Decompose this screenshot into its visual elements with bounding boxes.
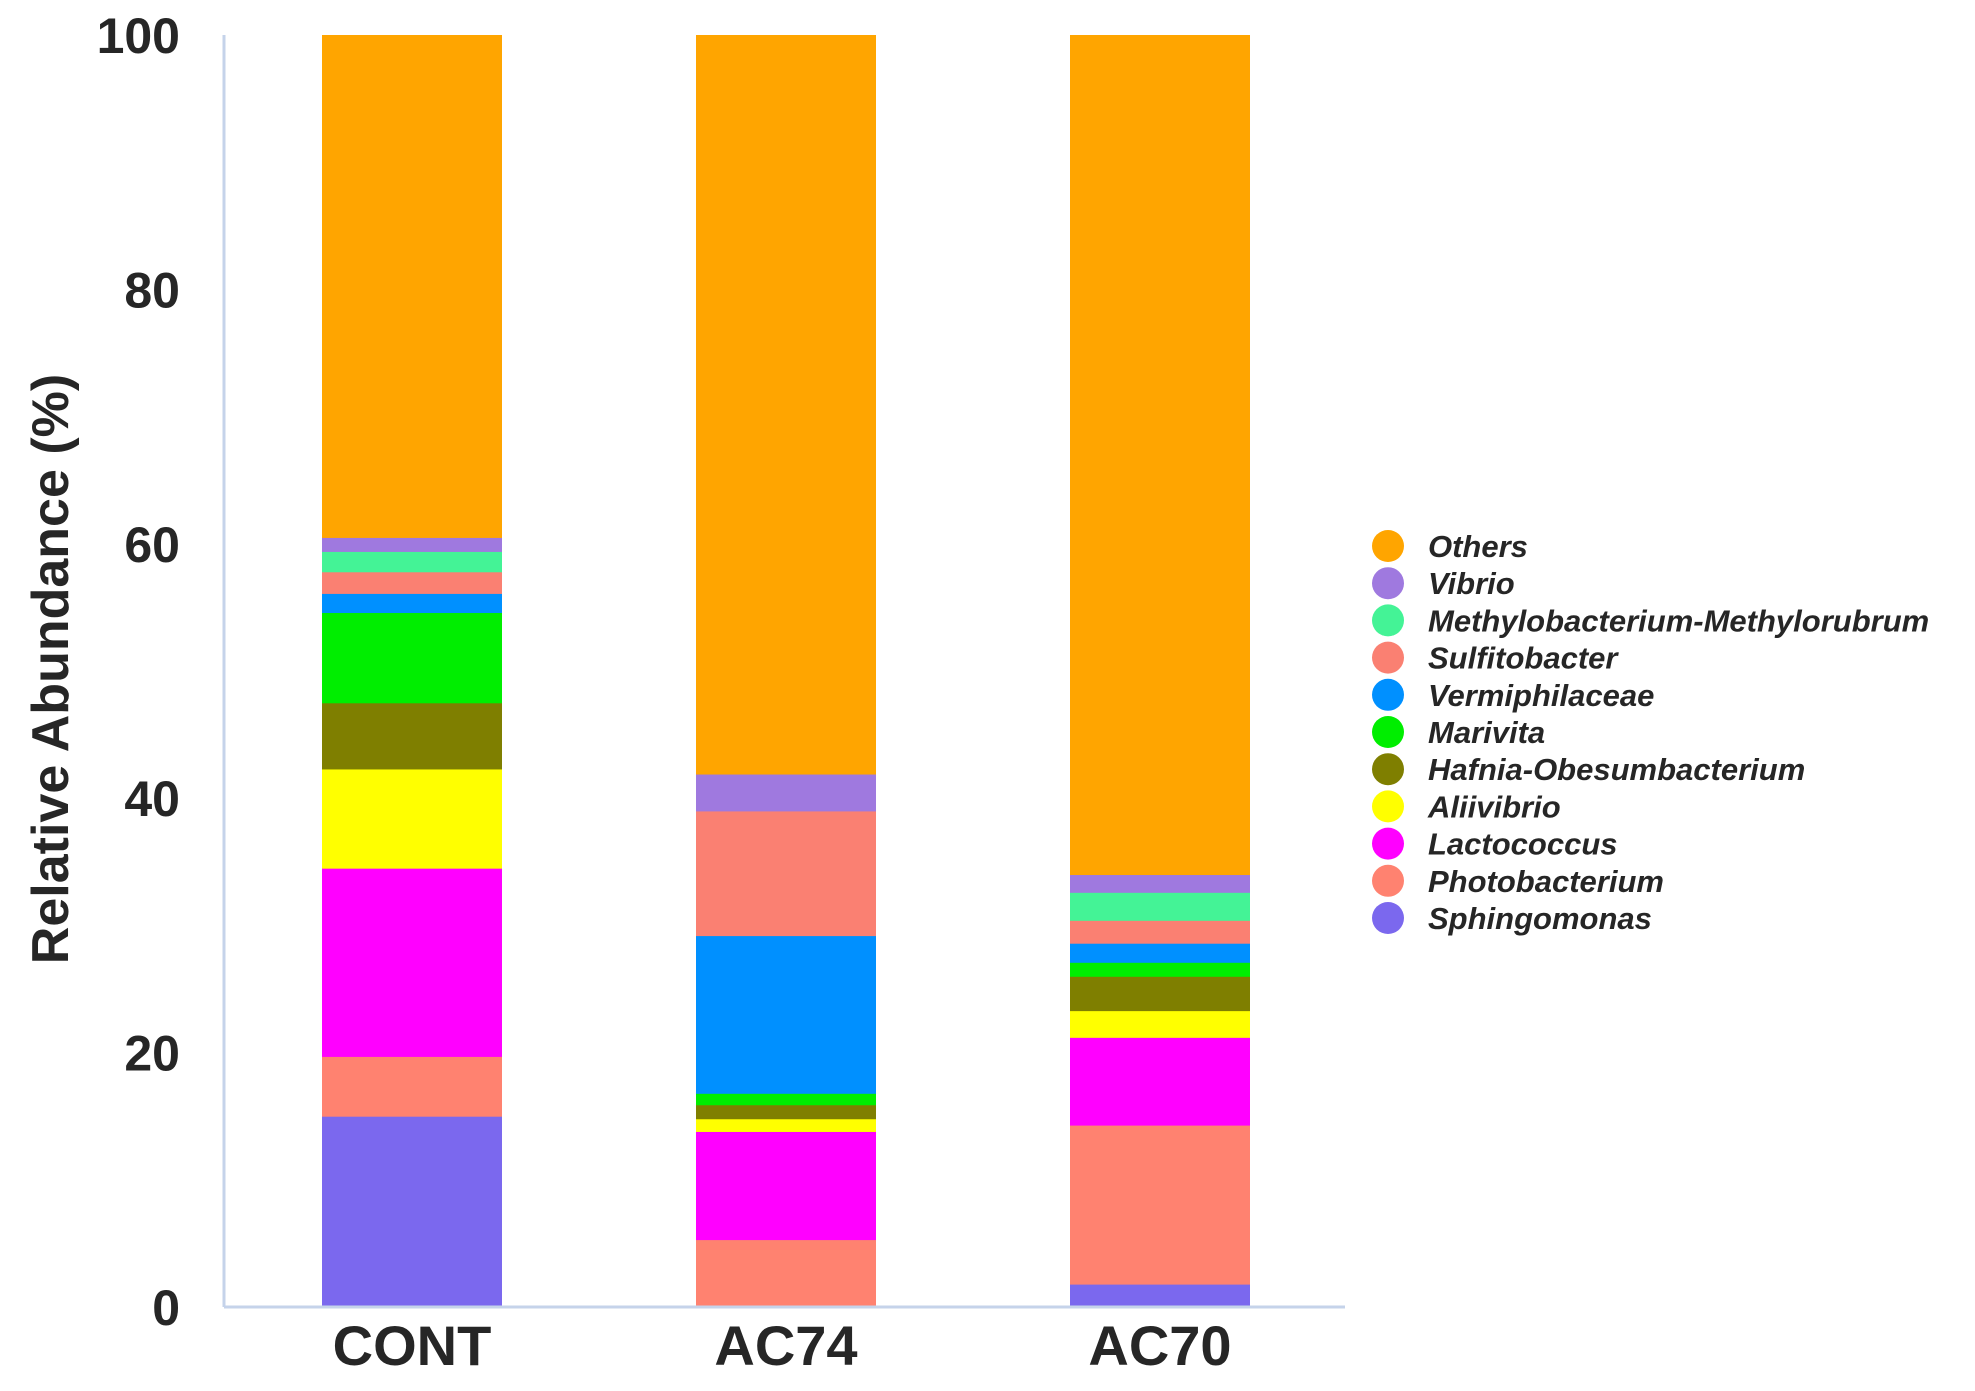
bar-segment-ac74-aliivibrio <box>696 1118 876 1132</box>
bar-segment-cont-marivita <box>322 612 502 704</box>
bar-segment-ac74-lactococcus <box>696 1131 876 1241</box>
legend-swatch-others <box>1372 530 1404 562</box>
legend-item-photobacterium: Photobacterium <box>1372 864 1664 899</box>
legend-item-hafnia-obesumbacterium: Hafnia-Obesumbacterium <box>1372 752 1805 787</box>
bar-segment-ac70-photobacterium <box>1070 1125 1250 1285</box>
y-axis-title: Relative Abundance (%) <box>22 374 80 964</box>
legend-item-methylobacterium-methylorubrum: Methylobacterium-Methylorubrum <box>1372 603 1929 638</box>
legend-item-vibrio: Vibrio <box>1372 566 1515 601</box>
x-category-label-ac74: AC74 <box>714 1314 857 1377</box>
legend-swatch-vibrio <box>1372 567 1404 600</box>
bar-segment-ac74-photobacterium <box>696 1239 876 1308</box>
bar-segment-ac74-vermiphilaceae <box>696 935 876 1094</box>
legend-label-lactococcus: Lactococcus <box>1428 827 1618 862</box>
bar-segment-cont-sulfitobacter <box>322 571 502 594</box>
legend-swatch-lactococcus <box>1372 827 1404 860</box>
bar-stack-cont <box>322 35 502 1308</box>
bar-stack-ac74 <box>696 35 876 1308</box>
bar-segment-ac70-sulfitobacter <box>1070 920 1250 944</box>
legend-item-lactococcus: Lactococcus <box>1372 827 1618 862</box>
legend-swatch-sphingomonas <box>1372 902 1404 934</box>
bar-segment-ac74-others <box>696 35 876 775</box>
bar-segment-ac70-aliivibrio <box>1070 1010 1250 1038</box>
axes-layer <box>222 35 1345 1309</box>
y-tick-label-60: 60 <box>124 517 180 573</box>
bar-segment-ac74-sulfitobacter <box>696 810 876 937</box>
x-category-label-ac70: AC70 <box>1088 1314 1231 1377</box>
bar-segment-ac70-hafnia-obesumbacterium <box>1070 976 1250 1012</box>
legend-label-sulfitobacter: Sulfitobacter <box>1428 641 1619 676</box>
legend-item-vermiphilaceae: Vermiphilaceae <box>1372 678 1654 713</box>
x-category-labels: CONT AC74 AC70 <box>333 1314 1232 1377</box>
legend-swatch-photobacterium <box>1372 864 1404 897</box>
bar-segment-ac74-vibrio <box>696 774 876 812</box>
bar-segment-ac70-vermiphilaceae <box>1070 943 1250 963</box>
legend-item-sulfitobacter: Sulfitobacter <box>1372 641 1619 676</box>
legend-swatch-marivita <box>1372 716 1404 748</box>
bar-segment-ac74-hafnia-obesumbacterium <box>696 1104 876 1120</box>
bar-segment-cont-photobacterium <box>322 1056 502 1117</box>
legend-swatch-vermiphilaceae <box>1372 678 1404 711</box>
legend-label-aliivibrio: Aliivibrio <box>1427 789 1561 824</box>
y-tick-label-20: 20 <box>124 1026 180 1082</box>
y-tick-labels: 0 20 40 60 80 100 <box>97 8 180 1336</box>
legend-swatch-aliivibrio <box>1372 790 1404 823</box>
bar-segment-cont-methylobacterium-methylorubrum <box>322 551 502 573</box>
bar-segment-ac70-sphingomonas <box>1070 1284 1250 1308</box>
bar-segment-cont-vermiphilaceae <box>322 593 502 613</box>
legend-swatch-hafnia-obesumbacterium <box>1372 753 1404 786</box>
legend: OthersVibrioMethylobacterium-Methylorubr… <box>1372 529 1929 936</box>
legend-label-marivita: Marivita <box>1428 715 1545 750</box>
y-tick-label-40: 40 <box>124 771 180 827</box>
legend-item-aliivibrio: Aliivibrio <box>1372 789 1561 824</box>
y-tick-label-100: 100 <box>97 8 180 64</box>
bar-segment-cont-vibrio <box>322 537 502 552</box>
legend-label-sphingomonas: Sphingomonas <box>1428 901 1652 936</box>
legend-item-others: Others <box>1372 529 1528 564</box>
y-tick-label-0: 0 <box>152 1280 180 1336</box>
bar-segment-ac70-marivita <box>1070 962 1250 977</box>
legend-item-marivita: Marivita <box>1372 715 1545 750</box>
y-tick-label-80: 80 <box>124 262 180 318</box>
x-category-label-cont: CONT <box>333 1314 492 1377</box>
legend-swatch-sulfitobacter <box>1372 641 1404 674</box>
legend-label-vermiphilaceae: Vermiphilaceae <box>1428 678 1654 713</box>
bar-segment-cont-hafnia-obesumbacterium <box>322 702 502 770</box>
legend-swatch-methylobacterium-methylorubrum <box>1372 604 1404 637</box>
bar-segment-ac70-others <box>1070 35 1250 876</box>
bars-layer <box>322 35 1250 1308</box>
bar-segment-cont-others <box>322 35 502 538</box>
bar-segment-cont-aliivibrio <box>322 768 502 869</box>
legend-item-sphingomonas: Sphingomonas <box>1372 901 1652 936</box>
legend-label-others: Others <box>1428 529 1528 564</box>
bar-segment-ac74-marivita <box>696 1093 876 1106</box>
legend-label-photobacterium: Photobacterium <box>1428 864 1664 899</box>
legend-label-vibrio: Vibrio <box>1428 566 1515 601</box>
bar-stack-ac70 <box>1070 35 1250 1308</box>
bar-segment-ac70-vibrio <box>1070 874 1250 893</box>
bar-segment-cont-sphingomonas <box>322 1116 502 1308</box>
bar-segment-ac70-methylobacterium-methylorubrum <box>1070 892 1250 921</box>
bar-segment-cont-lactococcus <box>322 868 502 1057</box>
legend-label-methylobacterium-methylorubrum: Methylobacterium-Methylorubrum <box>1428 603 1929 638</box>
legend-label-hafnia-obesumbacterium: Hafnia-Obesumbacterium <box>1428 752 1805 787</box>
bar-segment-ac70-lactococcus <box>1070 1037 1250 1126</box>
